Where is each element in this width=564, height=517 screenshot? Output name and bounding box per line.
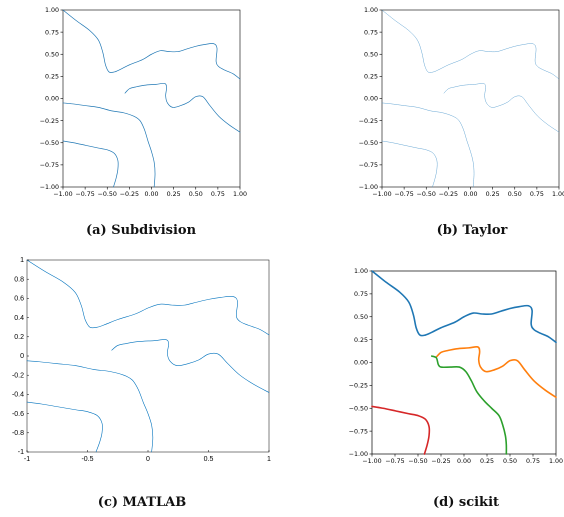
contour-curve (371, 405, 431, 455)
x-tick-label: 0.75 (530, 191, 544, 198)
plot-frame (62, 9, 241, 188)
contour-curve (111, 339, 270, 393)
x-tick-label: −1.00 (362, 458, 381, 465)
x-tick-label: 0 (146, 456, 150, 463)
y-tick-label: 1.00 (364, 7, 378, 14)
y-tick-label: 0.25 (354, 337, 368, 344)
contour-curve (381, 9, 560, 80)
x-tick-label: −1.00 (53, 191, 72, 198)
y-tick-label: -0.2 (12, 372, 24, 379)
y-tick-label: −0.75 (349, 428, 368, 435)
y-tick-label: −0.25 (40, 118, 59, 125)
x-tick-label: 0.5 (204, 456, 214, 463)
x-tick-label: −0.50 (408, 458, 427, 465)
contour-curve (124, 82, 241, 133)
contour-curve (62, 9, 241, 80)
contour-curve (26, 401, 103, 453)
y-tick-label: −0.25 (359, 118, 378, 125)
x-tick-label: −0.25 (431, 458, 450, 465)
x-tick-label: 0.50 (189, 191, 203, 198)
y-tick-label: −1.00 (359, 184, 378, 191)
y-tick-label: −0.50 (40, 140, 59, 147)
y-tick-label: -1 (18, 449, 24, 456)
x-tick-label: -0.5 (81, 456, 93, 463)
caption-taylor: (b) Taylor (437, 223, 508, 238)
y-tick-label: −1.00 (349, 451, 368, 458)
y-tick-label: 0.50 (45, 51, 59, 58)
x-tick-label: −0.25 (439, 191, 458, 198)
contour-curve (26, 259, 270, 336)
y-tick-label: 0.50 (354, 314, 368, 321)
contour-curve (443, 83, 560, 133)
contour-curve (62, 140, 119, 188)
contour-curve (371, 270, 557, 344)
contour-curve (431, 355, 508, 455)
x-tick-label: −0.75 (394, 191, 413, 198)
panel-scikit: −1.00 −0.75 −0.50 −0.25 0.00 0.25 0.50 0.75 1.00… (349, 268, 563, 510)
y-tick-label: -0.4 (12, 392, 24, 399)
panel-taylor: −1.00−0.75−0.50−0.250.000.250.500.751.00… (359, 7, 564, 238)
x-tick-label: 0.50 (503, 458, 517, 465)
contour-curve (26, 360, 154, 453)
y-tick-label: -0.8 (12, 430, 24, 437)
x-tick-label: 0.50 (508, 191, 522, 198)
y-tick-label: 1.00 (45, 7, 59, 14)
y-tick-label: −0.50 (359, 140, 378, 147)
y-tick-label: 0.75 (354, 291, 368, 298)
y-tick-label: 0.00 (45, 96, 59, 103)
x-tick-label: 1.00 (233, 191, 247, 198)
x-tick-label: 0.25 (486, 191, 500, 198)
panel-subdivision: −1.00 −0.75 −0.50 −0.25 0.00 0.25 0.50 0.75 1.00… (40, 7, 247, 238)
x-tick-label: 0.75 (211, 191, 225, 198)
x-tick-label: 1 (267, 456, 271, 463)
x-tick-label: 0.00 (457, 458, 471, 465)
x-tick-label: −1.00 (372, 191, 391, 198)
y-tick-label: 0.25 (45, 74, 59, 81)
caption-scikit: (d) scikit (433, 495, 499, 510)
contour-curve (435, 345, 557, 399)
y-tick-label: 1.00 (354, 268, 368, 275)
contour-curve (381, 102, 475, 188)
x-tick-label: 0.00 (144, 191, 158, 198)
x-tick-label: 1.00 (549, 458, 563, 465)
plot-frame (26, 259, 270, 453)
y-tick-label: -0.6 (12, 411, 24, 418)
y-tick-label: −0.75 (40, 162, 59, 169)
contour-curve (381, 140, 438, 188)
x-tick-label: 1.00 (552, 191, 564, 198)
y-tick-label: 0.8 (14, 276, 24, 283)
x-tick-label: −0.50 (98, 191, 117, 198)
caption-subdivision: (a) Subdivision (86, 223, 197, 238)
contour-curve (62, 102, 156, 188)
x-tick-label: −0.25 (120, 191, 139, 198)
x-tick-label: −0.50 (417, 191, 436, 198)
caption-matlab: (c) MATLAB (98, 495, 186, 510)
y-tick-label: 0.75 (45, 29, 59, 36)
y-tick-label: −1.00 (40, 184, 59, 191)
y-tick-label: 0 (20, 353, 24, 360)
y-tick-label: 0.50 (364, 51, 378, 58)
x-tick-label: 0.00 (463, 191, 477, 198)
panel-matlab: -1 -0.5 0 0.5 1 -1 -0.8 -0.6 -0.4 -0.2 0 0.2 0.4 0.6… (12, 257, 271, 510)
x-tick-label: -1 (24, 456, 30, 463)
plot-frame (371, 270, 557, 455)
x-tick-label: −0.75 (385, 458, 404, 465)
y-tick-label: −0.50 (349, 405, 368, 412)
x-tick-label: 0.25 (167, 191, 181, 198)
plot-frame (381, 9, 560, 188)
y-tick-label: 0.6 (14, 296, 24, 303)
y-tick-label: 0.4 (14, 315, 24, 322)
y-tick-label: −0.25 (349, 383, 368, 390)
x-tick-label: 0.25 (480, 458, 494, 465)
y-tick-label: 1 (20, 257, 24, 264)
y-tick-label: 0.75 (364, 29, 378, 36)
y-tick-label: −0.75 (359, 162, 378, 169)
x-tick-label: −0.75 (75, 191, 94, 198)
y-tick-label: 0.25 (364, 74, 378, 81)
y-tick-label: 0.2 (14, 334, 24, 341)
x-tick-label: 0.75 (526, 458, 540, 465)
y-tick-label: 0.00 (354, 360, 368, 367)
y-tick-label: 0.00 (364, 96, 378, 103)
